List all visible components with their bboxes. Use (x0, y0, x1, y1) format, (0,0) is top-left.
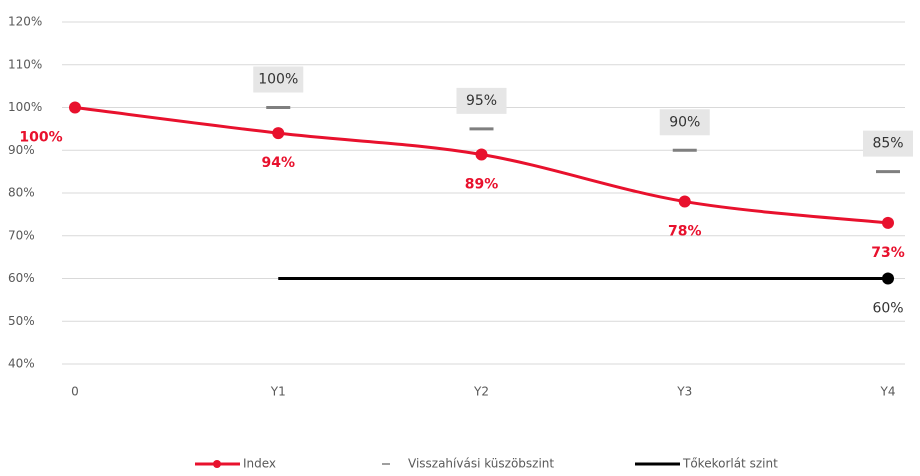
data-label: 60% (872, 301, 903, 317)
data-label: 95% (466, 93, 497, 109)
y-tick-label: 50% (8, 314, 35, 328)
x-tick-label: Y4 (880, 385, 896, 399)
label-box (863, 130, 913, 157)
y-tick-label: 80% (8, 186, 35, 200)
y-tick-label: 70% (8, 228, 35, 242)
index-marker (272, 127, 285, 140)
y-tick-label: 40% (8, 357, 35, 371)
data-label: 89% (465, 177, 499, 193)
index-marker (882, 216, 894, 229)
x-tick-label: 0 (71, 385, 79, 399)
data-label: 78% (668, 224, 702, 240)
label-box (253, 66, 304, 93)
x-tick-label: Y3 (676, 385, 692, 399)
y-tick-label: 120% (8, 15, 42, 29)
data-label: 94% (261, 155, 295, 171)
legend-label: Visszahívási küszöbszint (408, 457, 554, 471)
index-marker (69, 101, 81, 114)
label-box (659, 109, 710, 136)
index-marker (475, 148, 488, 161)
index-marker (678, 195, 691, 208)
x-tick-label: Y1 (270, 385, 286, 399)
data-label: 73% (871, 245, 905, 261)
index-line (74, 106, 889, 225)
x-tick-label: Y2 (473, 385, 489, 399)
data-label: 100% (258, 72, 298, 88)
capital-marker (882, 272, 894, 285)
y-tick-label: 100% (8, 100, 42, 114)
data-label: 100% (19, 130, 62, 146)
data-label: 90% (669, 114, 700, 130)
label-box (456, 87, 507, 114)
y-tick-label: 110% (8, 57, 42, 71)
data-label: 85% (872, 136, 903, 152)
legend-marker (213, 460, 221, 468)
legend-label: Tőkekorlát szint (682, 457, 778, 471)
y-tick-label: 60% (8, 271, 35, 285)
legend-label: Index (243, 457, 276, 471)
y-tick-label: 90% (8, 143, 35, 157)
